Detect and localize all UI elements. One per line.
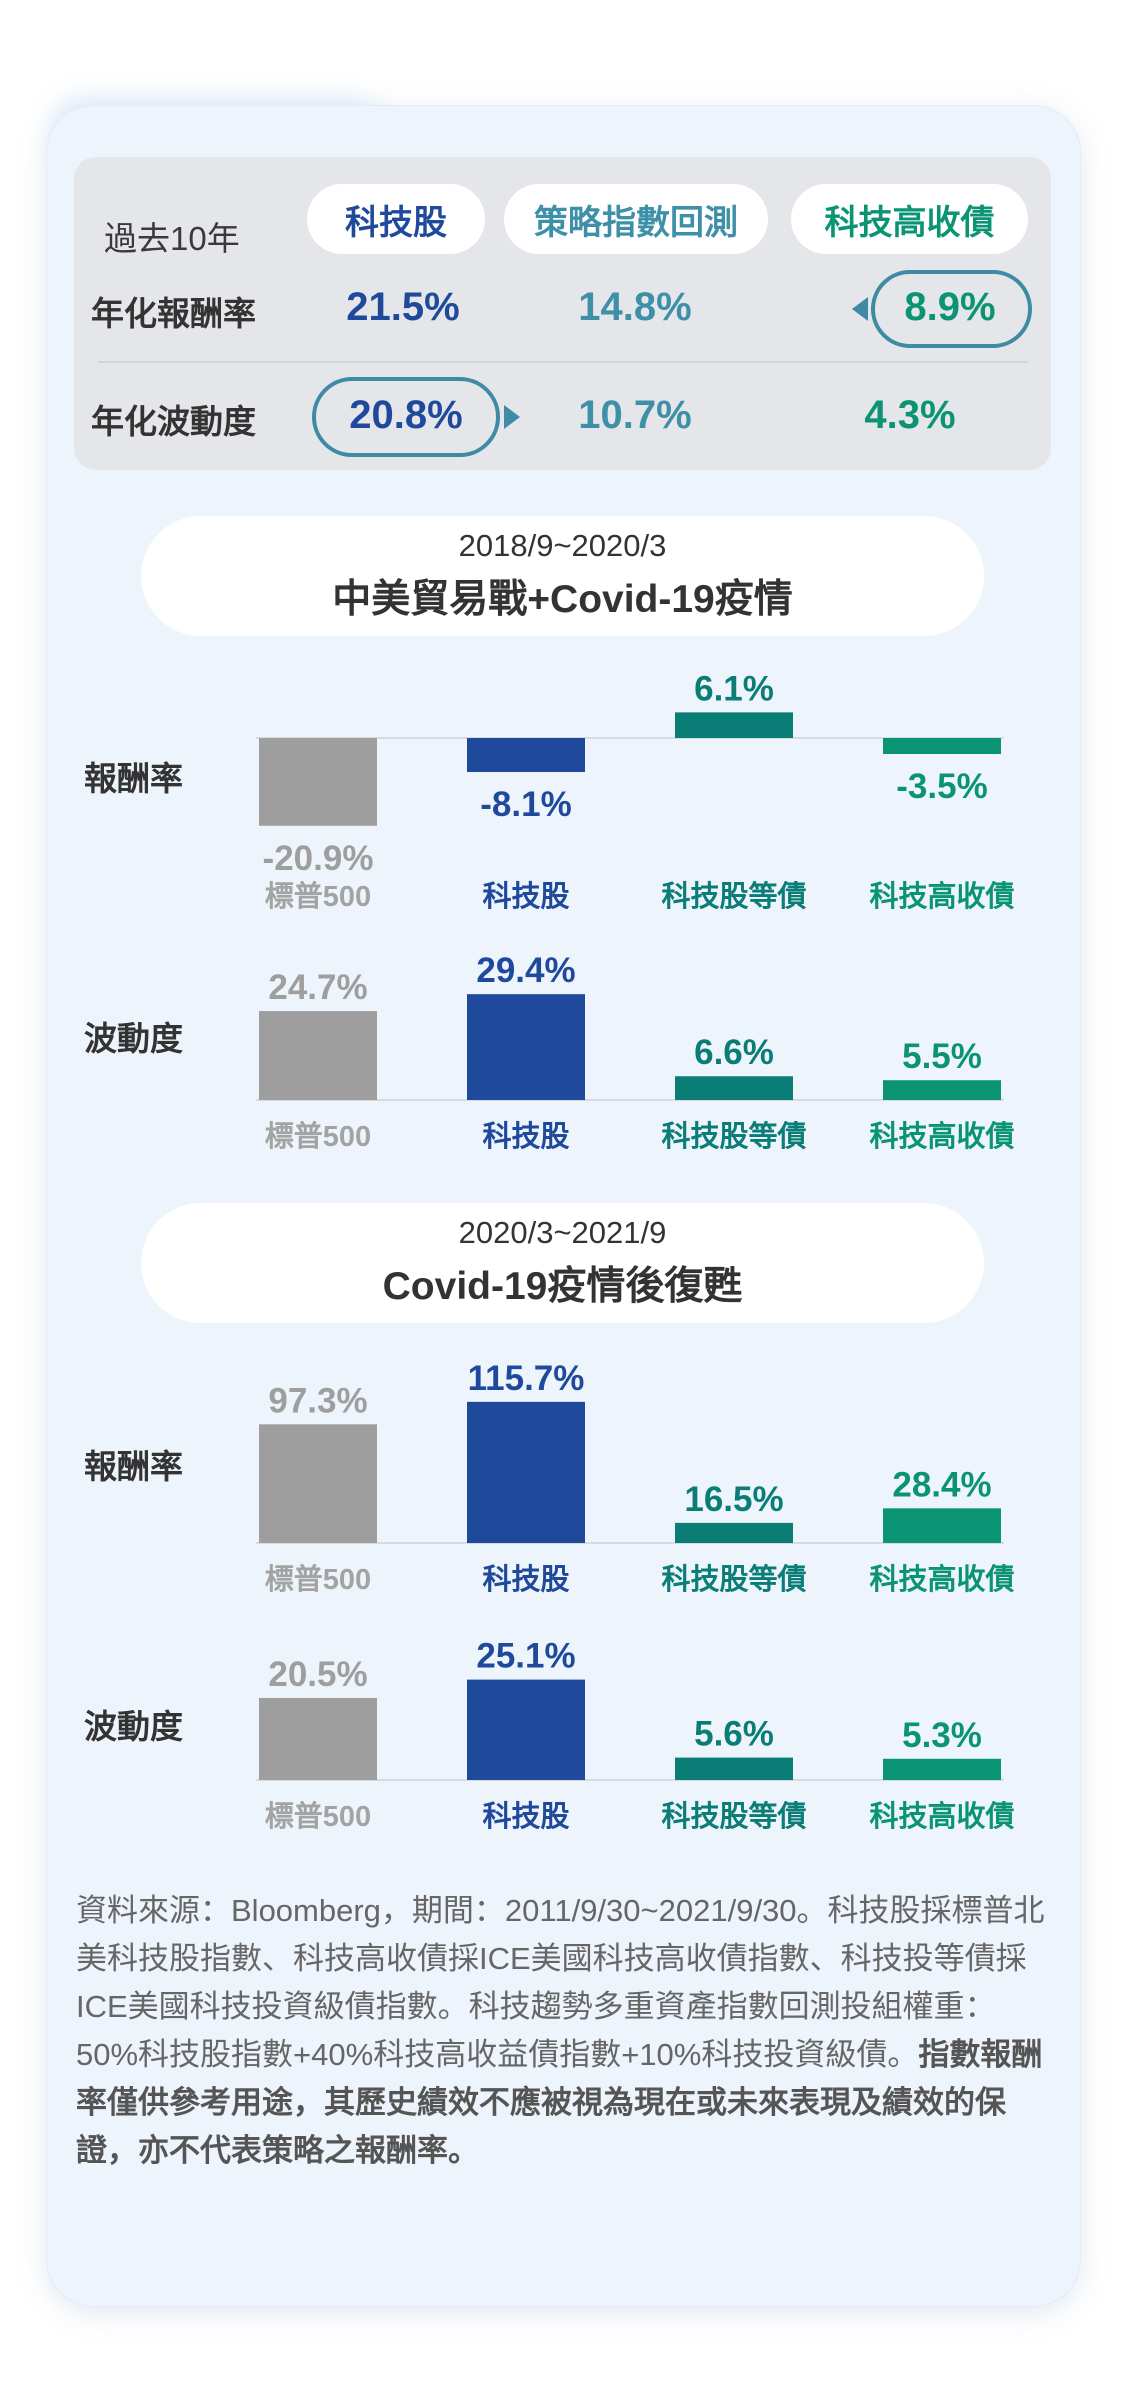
- header-strategy-index: 策略指數回測: [504, 184, 768, 254]
- period-title: 中美貿易戰+Covid-19疫情: [332, 578, 793, 621]
- header-tech-high-yield: 科技高收債: [791, 184, 1028, 254]
- bar: [467, 1679, 585, 1780]
- bar: [675, 712, 793, 738]
- data-label: 115.7%: [468, 1359, 585, 1398]
- return-group-label: 報酬率: [84, 760, 183, 797]
- period-dates: 2018/9~2020/3: [458, 528, 667, 563]
- data-label: 5.6%: [694, 1715, 774, 1754]
- annual-return-tech: 21.5%: [346, 285, 460, 329]
- annual-volatility-tech: 20.8%: [349, 393, 463, 437]
- bar: [467, 738, 585, 773]
- annual-volatility-label: 年化波動度: [91, 403, 256, 440]
- data-label: 24.7%: [268, 968, 367, 1007]
- category-label: 科技股等債: [661, 1562, 806, 1596]
- data-label: -20.9%: [263, 839, 374, 878]
- category-label: 標普500: [265, 1120, 371, 1153]
- category-label: 科技高收債: [869, 1800, 1014, 1833]
- annual-return-strategy: 14.8%: [578, 285, 692, 329]
- data-label: 5.5%: [902, 1037, 982, 1076]
- bar: [259, 1424, 377, 1543]
- category-label: 標普500: [265, 1563, 371, 1596]
- bar: [883, 1758, 1001, 1780]
- data-label: 6.6%: [694, 1033, 774, 1072]
- bar: [259, 1698, 377, 1780]
- data-label: 97.3%: [268, 1381, 367, 1420]
- category-label: 科技高收債: [869, 880, 1014, 913]
- category-label: 科技股: [482, 1563, 569, 1596]
- source-text: 資料來源：Bloomberg，期間：2011/9/30~2021/9/30。科技…: [76, 1893, 1045, 2072]
- category-label: 科技股: [482, 880, 569, 913]
- data-label: 25.1%: [476, 1637, 575, 1676]
- bar: [883, 738, 1001, 754]
- data-label: -8.1%: [480, 785, 571, 824]
- summary-table: 過去10年 科技股 策略指數回測 科技高收債 年化報酬率 21.5% 14.8%…: [74, 157, 1051, 470]
- highlight-oval-volatility: [312, 377, 500, 457]
- annual-volatility-strategy: 10.7%: [578, 393, 692, 437]
- bar: [259, 738, 377, 826]
- category-label: 科技股等債: [661, 1119, 806, 1153]
- summary-divider: [98, 361, 1028, 363]
- category-label: 科技股: [482, 1800, 569, 1833]
- period-banner-1: 2018/9~2020/3 中美貿易戰+Covid-19疫情: [141, 516, 984, 636]
- disclaimer-text: 指數報酬率僅供參考用途，其歷史績效不應被視為現在或未來表現及績效的保證，亦不代表…: [76, 2037, 1043, 2168]
- arrow-right-icon: [504, 405, 520, 429]
- data-label: 5.3%: [902, 1716, 982, 1755]
- data-label: 28.4%: [892, 1465, 991, 1504]
- data-label: 16.5%: [684, 1480, 783, 1519]
- period-banner-2: 2020/3~2021/9 Covid-19疫情後復甦: [141, 1203, 984, 1323]
- period-dates: 2020/3~2021/9: [458, 1215, 667, 1250]
- arrow-left-icon: [852, 297, 868, 321]
- data-label: 20.5%: [268, 1655, 367, 1694]
- annual-volatility-high-yield: 4.3%: [864, 393, 956, 437]
- bar: [259, 1011, 377, 1100]
- period-label: 過去10年: [104, 220, 240, 257]
- source-note: 資料來源：Bloomberg，期間：2011/9/30~2021/9/30。科技…: [76, 1887, 1056, 2175]
- category-label: 標普500: [265, 1800, 371, 1833]
- volatility-group-label: 波動度: [84, 1020, 183, 1057]
- bar: [467, 1401, 585, 1543]
- category-label: 科技高收債: [869, 1120, 1014, 1153]
- highlight-oval-return: [871, 270, 1032, 348]
- category-label: 科技高收債: [869, 1563, 1014, 1596]
- bar: [675, 1076, 793, 1100]
- volatility-group-label: 波動度: [84, 1708, 183, 1745]
- data-label: 6.1%: [694, 669, 774, 708]
- bar: [883, 1508, 1001, 1543]
- bar: [883, 1080, 1001, 1100]
- bar: [675, 1757, 793, 1780]
- bar: [467, 994, 585, 1100]
- data-label: 29.4%: [476, 951, 575, 990]
- annual-return-high-yield: 8.9%: [904, 285, 996, 329]
- data-label: -3.5%: [896, 767, 987, 806]
- category-label: 標普500: [265, 880, 371, 913]
- category-label: 科技股等債: [661, 879, 806, 913]
- header-tech-stock: 科技股: [307, 184, 485, 254]
- period-title: Covid-19疫情後復甦: [382, 1265, 743, 1308]
- category-label: 科技股等債: [661, 1799, 806, 1833]
- bar: [675, 1522, 793, 1543]
- annual-return-label: 年化報酬率: [91, 295, 256, 332]
- return-group-label: 報酬率: [84, 1448, 183, 1485]
- category-label: 科技股: [482, 1120, 569, 1153]
